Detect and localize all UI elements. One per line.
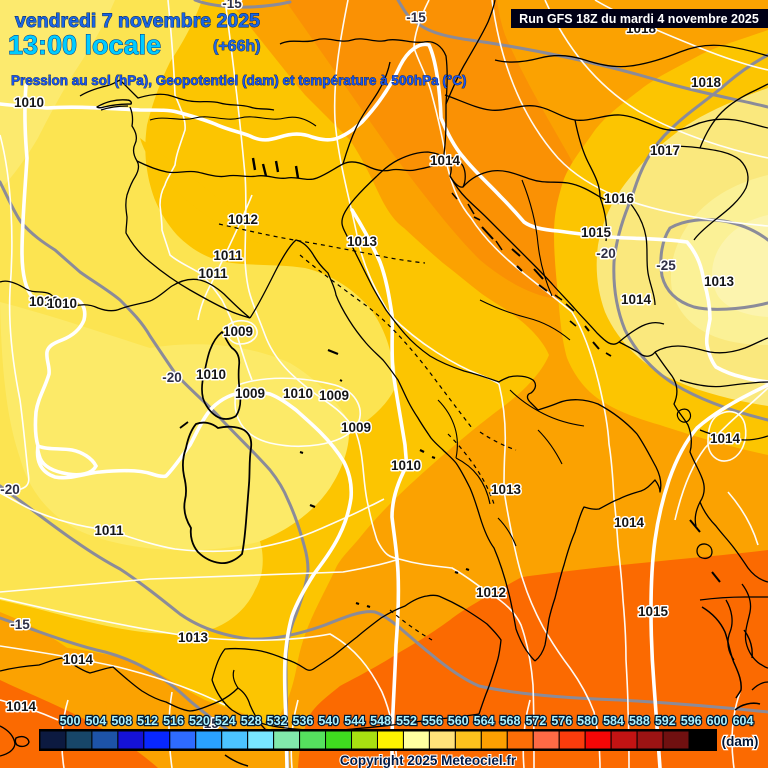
svg-text:520: 520 xyxy=(189,714,210,728)
svg-text:584: 584 xyxy=(603,714,624,728)
svg-text:1014: 1014 xyxy=(614,515,645,530)
svg-text:500: 500 xyxy=(60,714,81,728)
svg-text:536: 536 xyxy=(292,714,313,728)
svg-text:1014: 1014 xyxy=(63,652,94,667)
svg-text:1011: 1011 xyxy=(94,523,124,538)
svg-text:1012: 1012 xyxy=(228,212,258,227)
svg-text:568: 568 xyxy=(500,714,521,728)
svg-text:560: 560 xyxy=(448,714,469,728)
svg-text:532: 532 xyxy=(267,714,288,728)
svg-text:-20: -20 xyxy=(596,246,616,261)
svg-text:1010: 1010 xyxy=(391,458,421,473)
svg-text:-15: -15 xyxy=(222,0,242,11)
svg-text:Copyright 2025 Meteociel.fr: Copyright 2025 Meteociel.fr xyxy=(340,753,517,768)
svg-text:1016: 1016 xyxy=(604,191,635,206)
svg-text:1014: 1014 xyxy=(710,431,741,446)
svg-text:13:00 locale: 13:00 locale xyxy=(8,30,161,60)
svg-text:580: 580 xyxy=(577,714,598,728)
svg-text:504: 504 xyxy=(85,714,106,728)
svg-text:540: 540 xyxy=(318,714,339,728)
svg-text:1009: 1009 xyxy=(235,386,265,401)
svg-text:1014: 1014 xyxy=(6,699,37,714)
svg-text:552: 552 xyxy=(396,714,417,728)
svg-text:-20: -20 xyxy=(162,370,182,385)
svg-text:1015: 1015 xyxy=(581,225,612,240)
svg-text:1011: 1011 xyxy=(213,248,243,263)
svg-text:1010: 1010 xyxy=(196,367,226,382)
svg-text:1015: 1015 xyxy=(638,604,669,619)
svg-text:600: 600 xyxy=(707,714,728,728)
svg-text:1018: 1018 xyxy=(691,75,722,90)
svg-text:1011: 1011 xyxy=(198,266,228,281)
svg-text:572: 572 xyxy=(525,714,546,728)
svg-text:Run GFS 18Z du mardi 4 novembr: Run GFS 18Z du mardi 4 novembre 2025 xyxy=(519,12,759,26)
svg-text:1014: 1014 xyxy=(430,153,461,168)
svg-text:1010: 1010 xyxy=(283,386,313,401)
svg-text:-25: -25 xyxy=(656,258,676,273)
svg-text:556: 556 xyxy=(422,714,443,728)
svg-text:512: 512 xyxy=(137,714,158,728)
svg-text:vendredi 7 novembre 2025: vendredi 7 novembre 2025 xyxy=(15,10,260,32)
svg-text:1014: 1014 xyxy=(621,292,652,307)
svg-text:-15: -15 xyxy=(406,10,426,25)
svg-text:524: 524 xyxy=(215,714,236,728)
svg-text:1013: 1013 xyxy=(347,234,378,249)
svg-text:1013: 1013 xyxy=(704,274,735,289)
svg-text:1009: 1009 xyxy=(223,324,253,339)
svg-text:-15: -15 xyxy=(10,617,30,632)
svg-text:1013: 1013 xyxy=(178,630,209,645)
svg-text:604: 604 xyxy=(733,714,754,728)
svg-text:548: 548 xyxy=(370,714,391,728)
svg-text:Pression au sol (hPa), Geopote: Pression au sol (hPa), Geopotentiel (dam… xyxy=(11,73,467,88)
svg-text:(dam): (dam) xyxy=(722,734,759,749)
svg-text:1017: 1017 xyxy=(650,143,680,158)
svg-text:592: 592 xyxy=(655,714,676,728)
svg-text:576: 576 xyxy=(551,714,572,728)
svg-text:508: 508 xyxy=(111,714,132,728)
svg-text:596: 596 xyxy=(681,714,702,728)
svg-text:-15: -15 xyxy=(199,716,219,731)
svg-text:1010: 1010 xyxy=(14,95,44,110)
svg-text:1013: 1013 xyxy=(491,482,522,497)
svg-text:1009: 1009 xyxy=(319,388,349,403)
svg-text:1010: 1010 xyxy=(29,294,59,309)
svg-text:1009: 1009 xyxy=(341,420,371,435)
svg-text:-20: -20 xyxy=(0,482,20,497)
svg-text:516: 516 xyxy=(163,714,184,728)
svg-text:564: 564 xyxy=(474,714,495,728)
svg-text:588: 588 xyxy=(629,714,650,728)
svg-text:528: 528 xyxy=(241,714,262,728)
svg-text:(+66h): (+66h) xyxy=(213,38,261,55)
svg-text:544: 544 xyxy=(344,714,365,728)
svg-text:1012: 1012 xyxy=(476,585,506,600)
svg-text:1010: 1010 xyxy=(47,296,77,311)
